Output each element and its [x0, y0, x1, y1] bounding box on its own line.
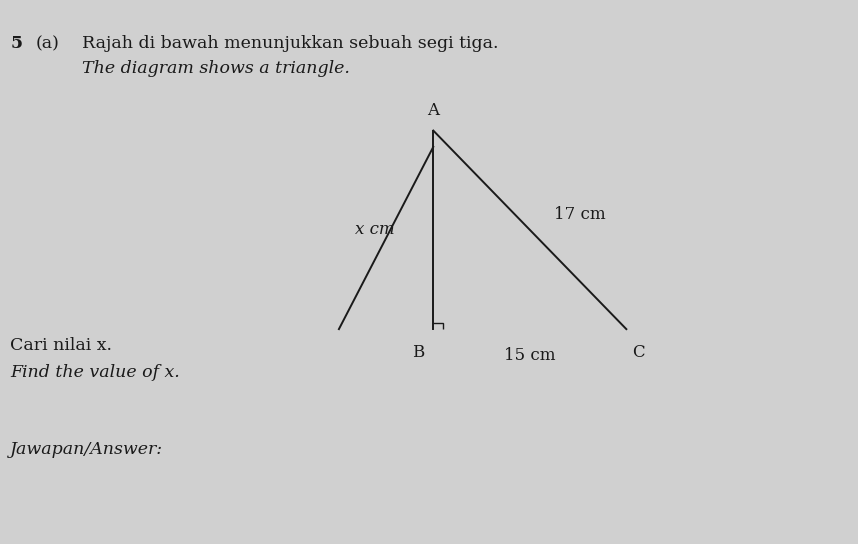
Text: 17 cm: 17 cm [554, 206, 606, 223]
Text: B: B [412, 344, 424, 361]
Text: A: A [427, 102, 439, 119]
Text: (a): (a) [36, 35, 60, 52]
Text: 15 cm: 15 cm [504, 347, 556, 364]
Text: The diagram shows a triangle.: The diagram shows a triangle. [82, 60, 349, 77]
Text: Jawapan/Answer:: Jawapan/Answer: [10, 441, 163, 458]
Text: x cm: x cm [355, 221, 395, 238]
Text: Rajah di bawah menunjukkan sebuah segi tiga.: Rajah di bawah menunjukkan sebuah segi t… [82, 35, 498, 52]
Text: Find the value of x.: Find the value of x. [10, 364, 180, 381]
Text: 5: 5 [10, 35, 22, 52]
Text: C: C [632, 344, 644, 361]
Text: Cari nilai x.: Cari nilai x. [10, 337, 112, 354]
